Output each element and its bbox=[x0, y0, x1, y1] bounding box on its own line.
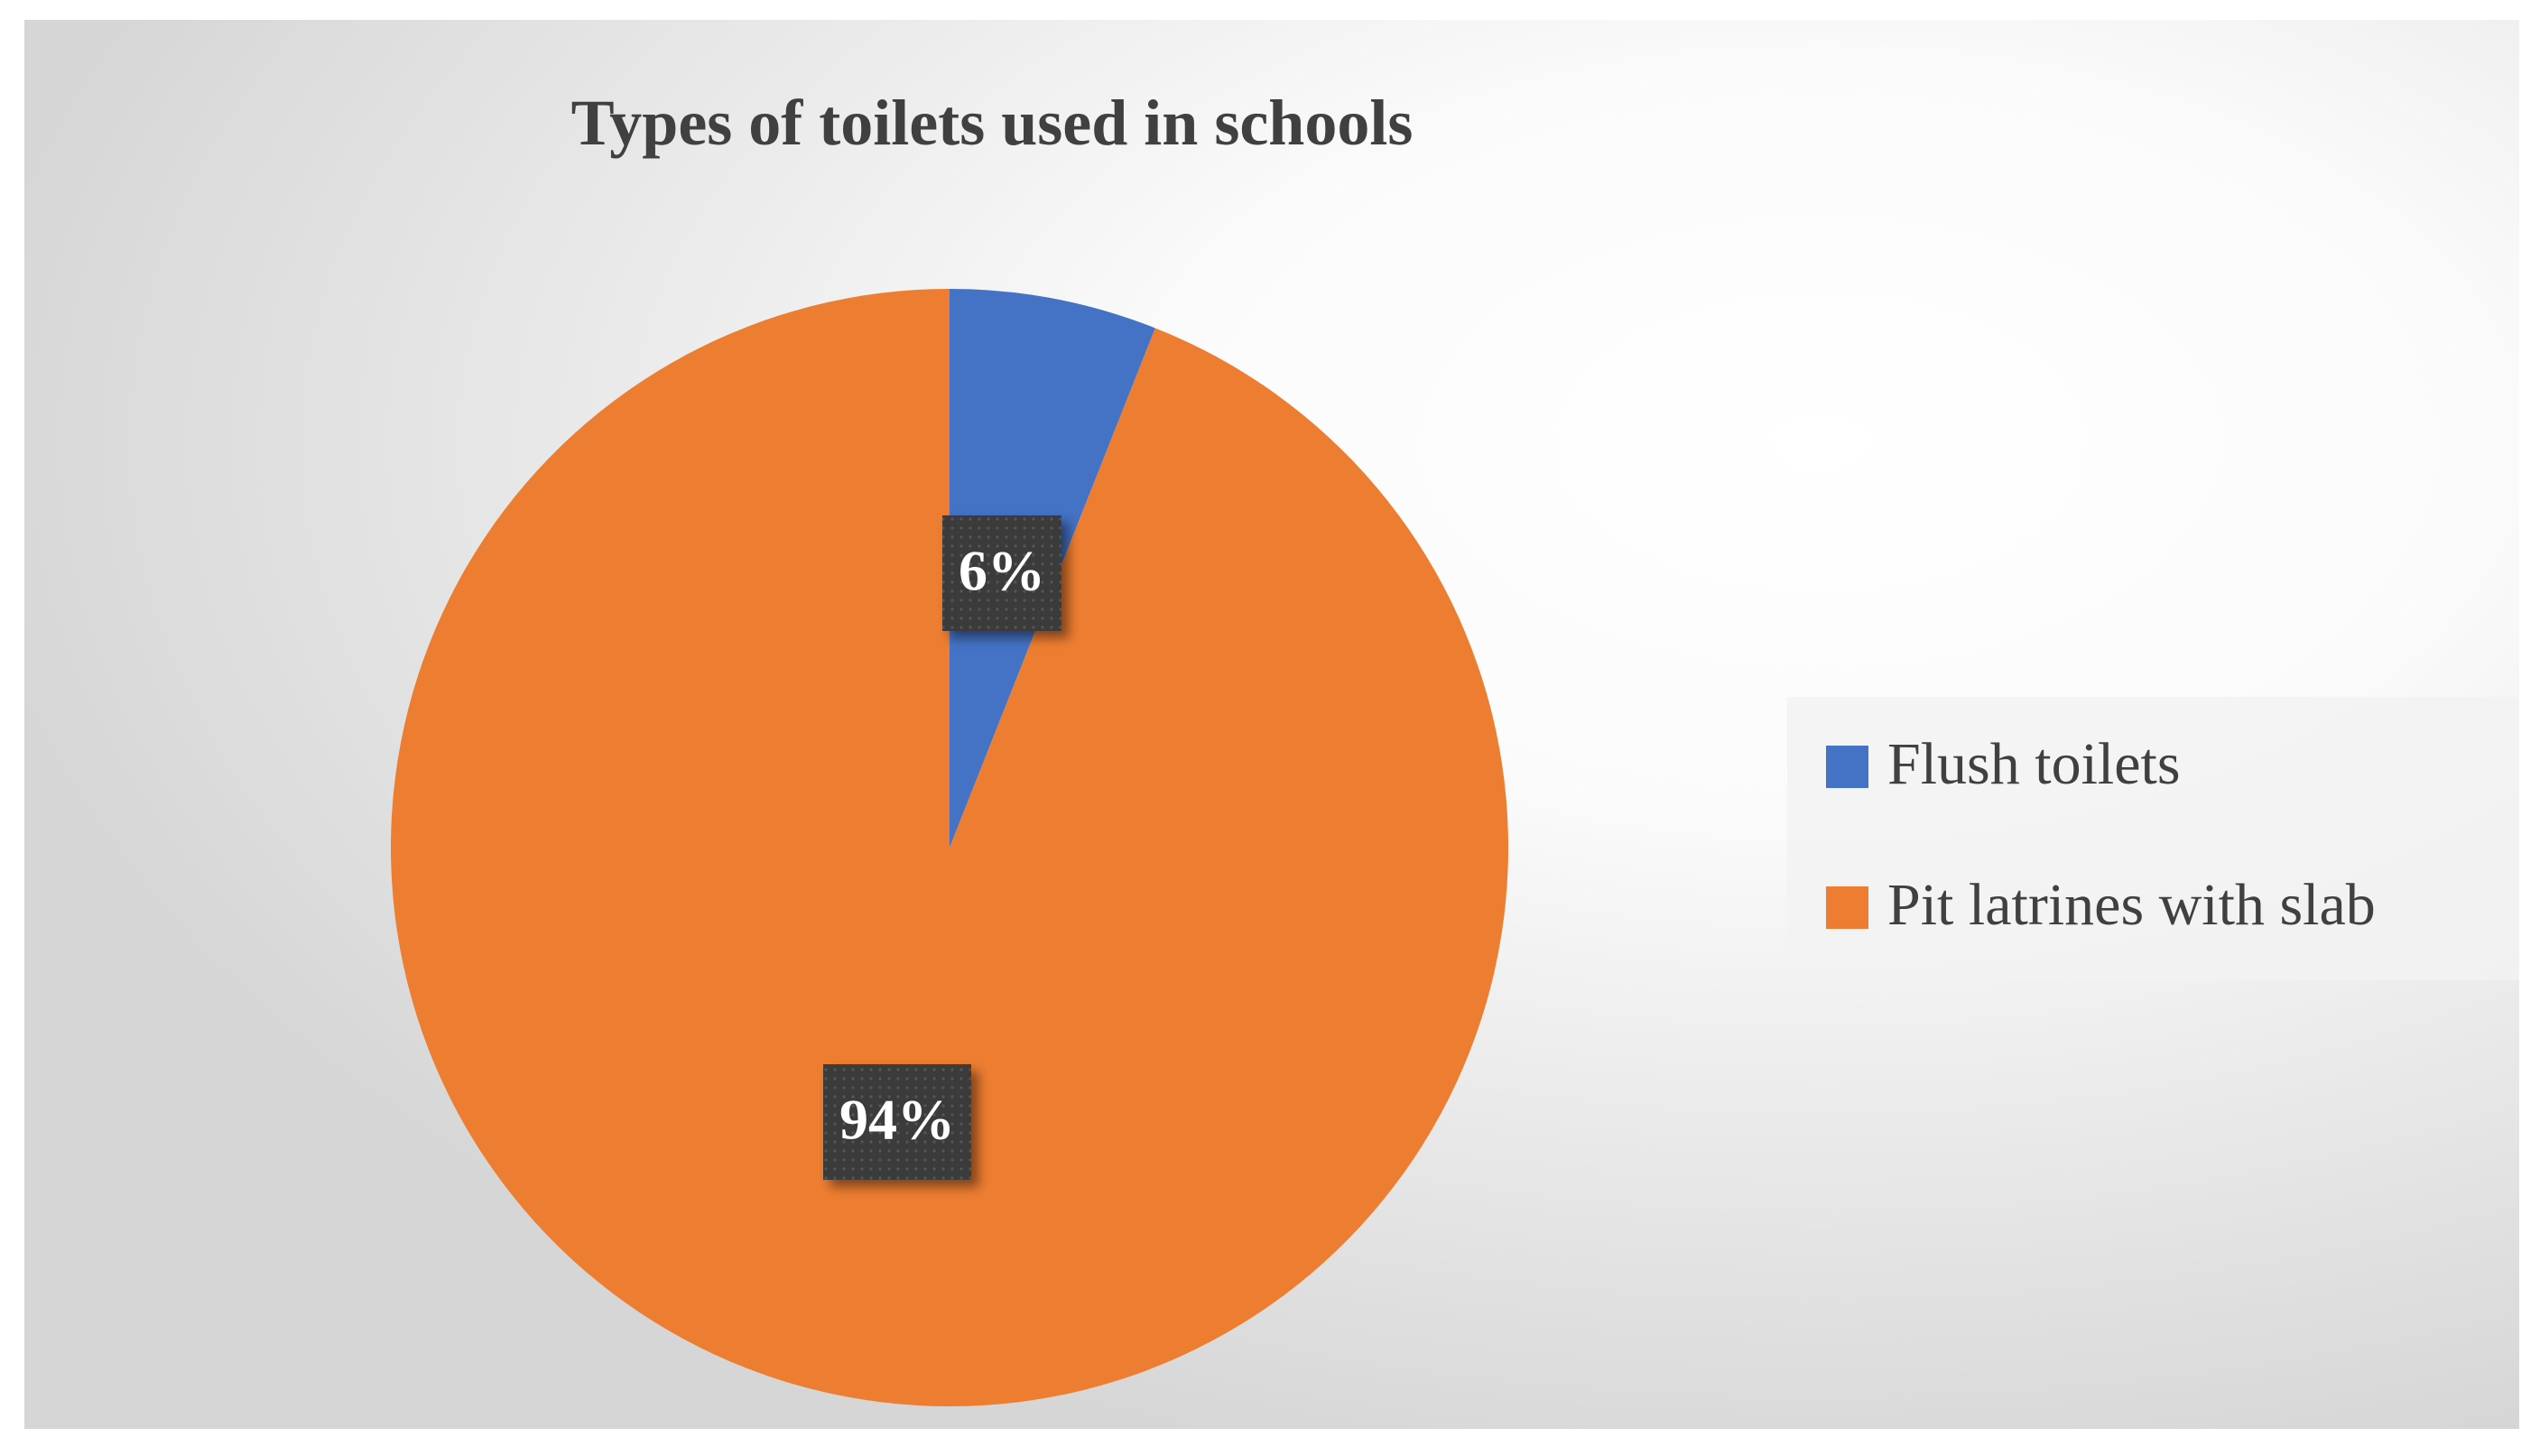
data-label-text: 6% bbox=[959, 539, 1045, 603]
legend-clip: Flush toilets Pit latrines with slab bbox=[1787, 697, 2519, 980]
legend-box bbox=[1787, 697, 2519, 980]
data-label: 6% bbox=[941, 515, 1061, 631]
pie-slice bbox=[391, 289, 1509, 1406]
data-label-text: 94% bbox=[839, 1088, 955, 1152]
chart-title: Types of toilets used in schools bbox=[571, 87, 1414, 159]
pie bbox=[391, 289, 1509, 1406]
legend-marker bbox=[1826, 746, 1868, 788]
data-label: 94% bbox=[823, 1064, 972, 1181]
legend-label: Flush toilets bbox=[1887, 731, 2181, 797]
data-labels: 6% 94% bbox=[823, 515, 1061, 1181]
legend-label: Pit latrines with slab bbox=[1887, 872, 2376, 938]
legend-marker bbox=[1826, 886, 1868, 929]
data-label-box bbox=[941, 515, 1061, 631]
data-label-box bbox=[823, 1064, 972, 1181]
legend: Flush toilets Pit latrines with slab bbox=[1787, 697, 2519, 980]
